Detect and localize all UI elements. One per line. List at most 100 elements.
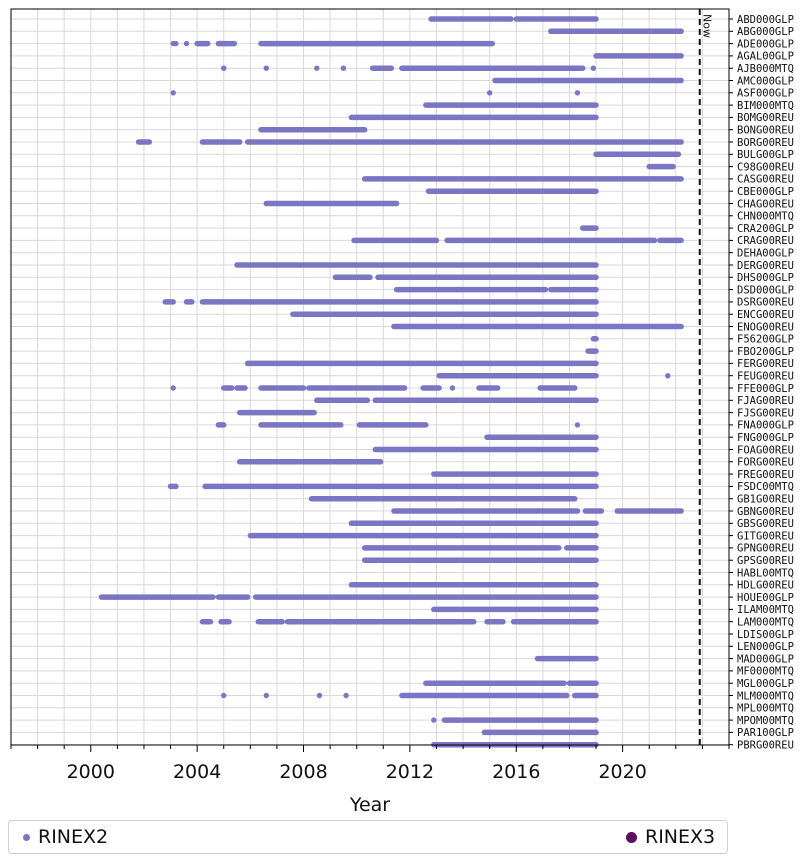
station-row	[170, 385, 578, 391]
station-label: PAR100GLP	[737, 727, 794, 739]
station-label: BULG00GLP	[737, 149, 794, 161]
station-label: ABD000GLP	[737, 14, 794, 26]
station-label: BORG00REU	[737, 137, 794, 149]
station-label: CASG00REU	[737, 174, 794, 186]
availability-dot	[170, 90, 176, 96]
station-label: ASF000GLP	[737, 88, 794, 100]
availability-dot	[314, 65, 320, 71]
station-row	[431, 717, 599, 723]
station-label: ADE000GLP	[737, 38, 794, 50]
x-tick-label: 2004	[173, 761, 221, 783]
station-label: FBO200GLP	[737, 346, 794, 358]
now-marker: Now	[698, 9, 714, 745]
availability-chart: Now 2000 2004 2008 2012 2016 2020 ABD000GLPAB…	[10, 8, 794, 816]
availability-dot	[173, 40, 179, 47]
station-label: FERG00REU	[737, 358, 794, 370]
availability-dot	[170, 385, 176, 391]
x-axis: 2000 2004 2008 2012 2016 2020	[10, 745, 730, 783]
station-label: MPL000MTQ	[737, 703, 794, 715]
availability-dot	[486, 90, 493, 96]
station-label: GPSG00REU	[737, 555, 794, 567]
station-label: F56200GLP	[737, 334, 794, 346]
station-label: LDIS00GLP	[737, 629, 794, 641]
station-label: FFE000GLP	[737, 383, 794, 395]
station-label: ENCG00REU	[737, 309, 794, 321]
station-label: ENOG00REU	[737, 321, 794, 333]
availability-dot	[221, 692, 227, 699]
station-label: MLM000MTQ	[737, 690, 794, 702]
station-label: FEUG00REU	[737, 371, 794, 383]
availability-dot	[574, 422, 581, 428]
station-label: FNG000GLP	[737, 432, 794, 444]
station-label: HABL00MTQ	[737, 567, 794, 579]
station-label: DHS000GLP	[737, 272, 794, 284]
station-label: BOMG00REU	[737, 112, 794, 124]
station-label: GITG00REU	[737, 530, 794, 542]
station-label: MF0000MTQ	[737, 666, 794, 678]
availability-dot	[221, 65, 227, 71]
station-label: C98G00REU	[737, 161, 794, 173]
station-label: CRAG00REU	[737, 235, 794, 247]
availability-dot	[183, 40, 190, 47]
station-label: LAM000MTQ	[737, 617, 794, 629]
station-row	[221, 65, 597, 71]
station-label: GBNG00REU	[737, 506, 794, 518]
station-label: CHAG00REU	[737, 198, 794, 210]
x-axis-title: Year	[349, 794, 390, 816]
availability-dot	[343, 692, 349, 699]
station-label: DERG00REU	[737, 260, 794, 272]
legend: RINEX2 RINEX3	[8, 820, 728, 854]
availability-dot	[590, 65, 597, 71]
station-labels: ABD000GLPABG000GLPADE000GLPAGAL00GLPAJB0…	[729, 14, 794, 752]
plot-frame	[10, 8, 730, 746]
station-label: LEN000GLP	[737, 641, 794, 653]
legend-label-rinex3: RINEX3	[645, 826, 716, 848]
station-label: GBSG00REU	[737, 518, 794, 530]
station-label: ABG000GLP	[737, 26, 794, 38]
now-label: Now	[701, 14, 714, 38]
station-label: CHN000MTQ	[737, 211, 794, 223]
station-label: AGAL00GLP	[737, 51, 794, 63]
station-label: MPOM00MTQ	[737, 715, 794, 727]
x-tick-label: 2012	[386, 761, 434, 783]
station-label: FNA000GLP	[737, 420, 794, 432]
station-label: FSDC00MTQ	[737, 481, 794, 493]
station-label: PBRG00REU	[737, 740, 794, 752]
station-label: HOUE00GLP	[737, 592, 794, 604]
station-label: CRA200GLP	[737, 223, 794, 235]
x-tick-label: 2020	[598, 761, 646, 783]
station-label: DEHA00GLP	[737, 248, 794, 260]
rinex3-marker-icon	[626, 831, 637, 843]
legend-item-rinex2: RINEX2	[23, 826, 108, 848]
availability-dot	[340, 65, 347, 71]
legend-label-rinex2: RINEX2	[38, 826, 109, 848]
availability-dot	[574, 90, 581, 96]
legend-item-rinex3: RINEX3	[626, 826, 715, 848]
x-tick-label: 2008	[279, 761, 327, 783]
station-label: FREG00REU	[737, 469, 794, 481]
station-label: BIM000MTQ	[737, 100, 794, 112]
x-tick-label: 2000	[67, 761, 115, 783]
station-label: DSRG00REU	[737, 297, 794, 309]
station-label: AMC000GLP	[737, 75, 794, 87]
station-label: DSD000GLP	[737, 284, 794, 296]
station-label: GPNG00REU	[737, 543, 794, 555]
station-label: GB1G00REU	[737, 494, 794, 506]
station-row	[436, 372, 671, 379]
station-row	[221, 692, 599, 699]
availability-dot	[263, 692, 269, 699]
station-row	[170, 40, 496, 47]
station-label: MAD000GLP	[737, 653, 794, 665]
availability-dot	[449, 385, 456, 391]
station-label: FORG00REU	[737, 457, 794, 469]
availability-bars	[98, 16, 684, 748]
availability-dot	[316, 692, 323, 699]
station-label: HDLG00REU	[737, 580, 794, 592]
station-label: FJSG00REU	[737, 407, 794, 419]
station-row	[170, 90, 581, 96]
availability-dot	[263, 65, 269, 71]
station-label: ILAM00MTQ	[737, 604, 794, 616]
station-label: CBE000GLP	[737, 186, 794, 198]
station-label: MGL000GLP	[737, 678, 794, 690]
station-label: FJAG00REU	[737, 395, 794, 407]
